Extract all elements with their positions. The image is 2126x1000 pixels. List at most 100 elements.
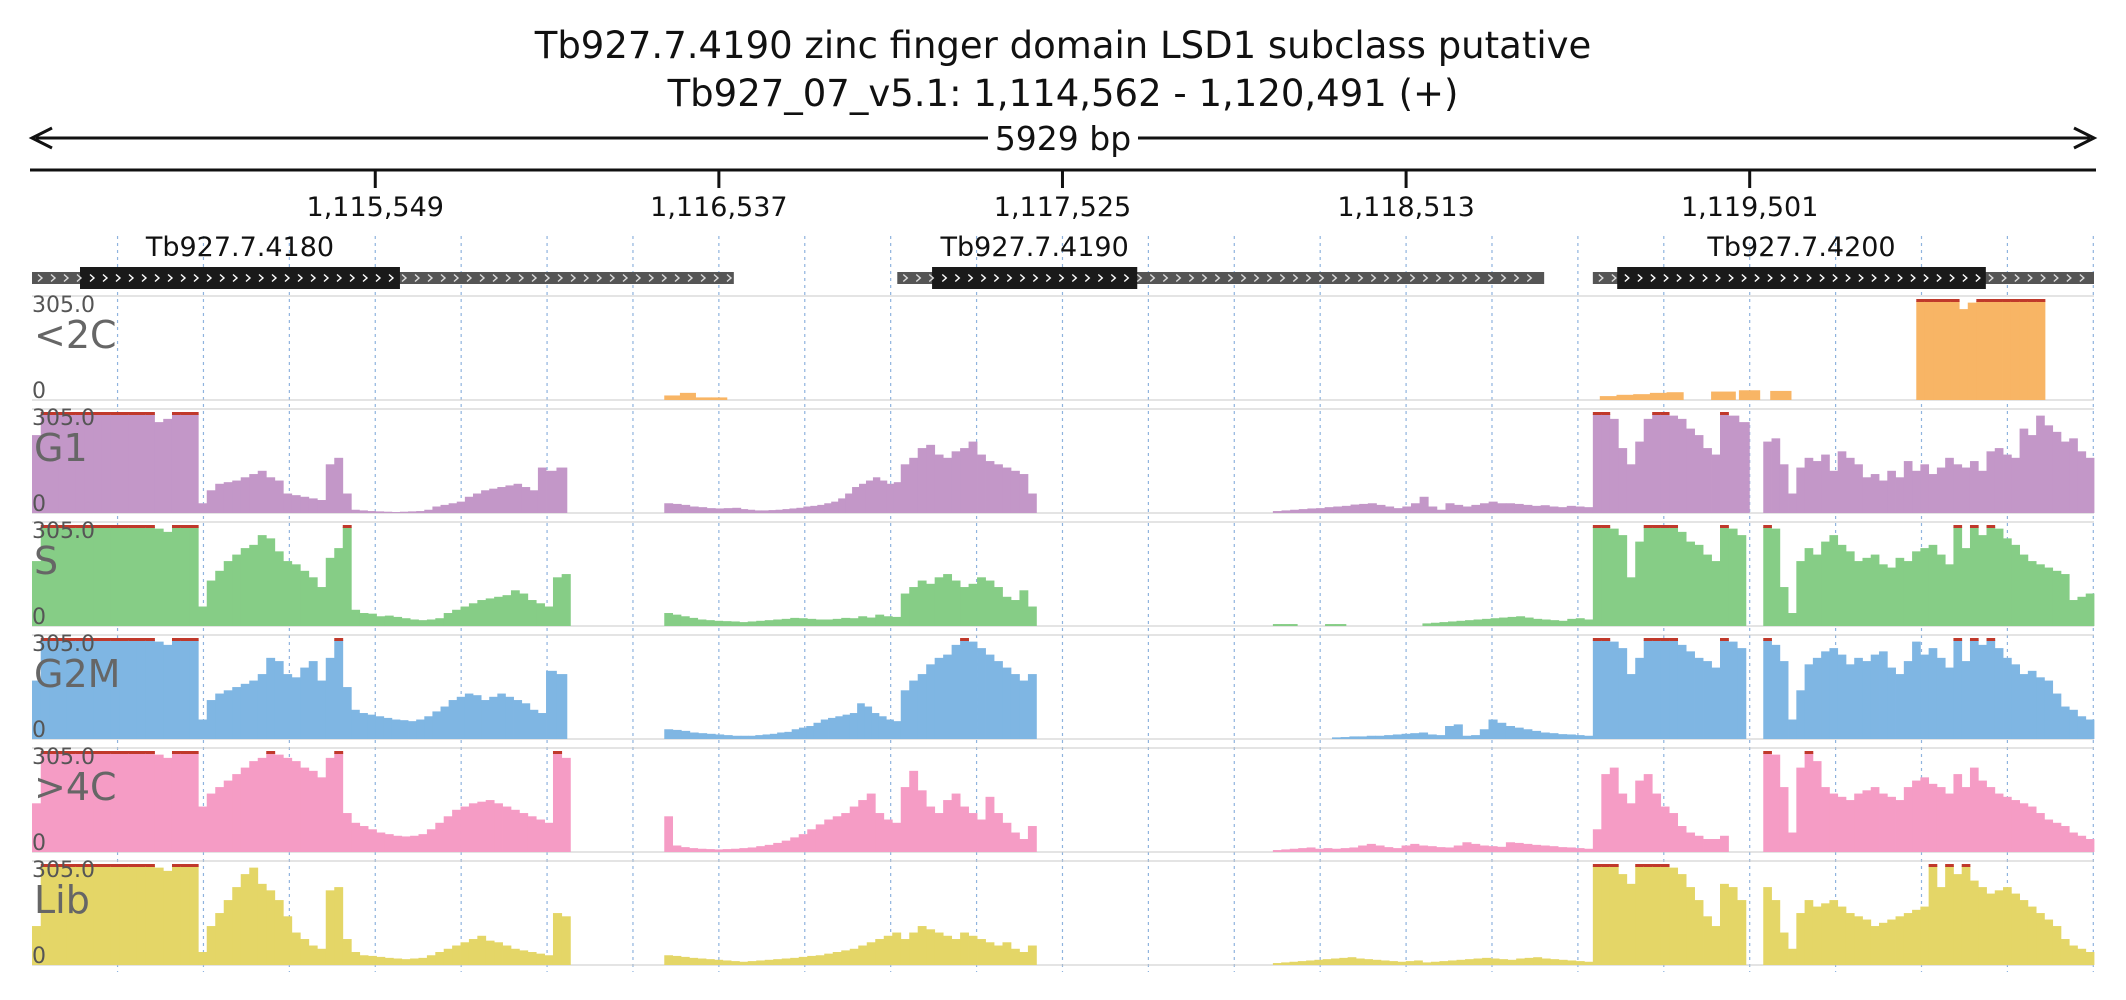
clip-marker bbox=[1635, 864, 1645, 867]
strand-chevron bbox=[1123, 273, 1130, 283]
coverage-bar bbox=[391, 512, 401, 513]
coverage-bar bbox=[1272, 963, 1282, 965]
coverage-bar bbox=[1418, 732, 1429, 739]
coverage-bar bbox=[128, 753, 138, 852]
coverage-bar bbox=[300, 767, 310, 852]
coverage-bar bbox=[1978, 887, 1987, 965]
coverage-track: 305.0 0 >4C bbox=[32, 745, 2095, 856]
strand-chevron bbox=[2040, 273, 2046, 283]
coverage-bar bbox=[960, 448, 969, 513]
strand-chevron bbox=[1897, 273, 1903, 283]
coverage-bar bbox=[334, 887, 344, 965]
coverage-bar bbox=[1436, 735, 1446, 739]
coverage-bar bbox=[1027, 945, 1037, 965]
clip-marker bbox=[49, 864, 59, 867]
coverage-bar bbox=[1887, 796, 1896, 852]
coverage-bar bbox=[1738, 422, 1750, 513]
coverage-bar bbox=[1323, 848, 1333, 852]
coverage-bar bbox=[748, 735, 756, 739]
coverage-bar bbox=[1779, 932, 1789, 965]
coverage-bar bbox=[2036, 564, 2045, 626]
coverage-bar bbox=[747, 509, 756, 513]
coverage-bar bbox=[1298, 848, 1308, 852]
coverage-bar bbox=[883, 819, 893, 852]
coverage-bar bbox=[1870, 474, 1880, 513]
coverage-bar bbox=[2044, 567, 2054, 626]
coverage-bar bbox=[813, 722, 822, 739]
coverage-bar bbox=[1887, 919, 1896, 965]
coverage-bar bbox=[1316, 508, 1326, 513]
coverage-bar bbox=[754, 510, 763, 513]
coverage-bar bbox=[351, 952, 361, 965]
coverage-bar bbox=[900, 593, 910, 626]
coverage-bar bbox=[1912, 551, 1921, 626]
strand-chevron bbox=[492, 273, 499, 283]
coverage-bar bbox=[1862, 790, 1872, 852]
coverage-bar bbox=[1912, 470, 1921, 513]
clip-marker bbox=[49, 412, 59, 415]
strand-chevron bbox=[336, 273, 343, 283]
clip-marker bbox=[58, 525, 68, 528]
clip-marker bbox=[101, 638, 112, 641]
coverage-bar bbox=[206, 490, 216, 513]
clip-marker bbox=[136, 751, 147, 754]
coverage-bar bbox=[2077, 716, 2087, 739]
strand-chevron bbox=[967, 273, 974, 283]
coverage-bar bbox=[1677, 826, 1687, 852]
coverage-bar bbox=[917, 448, 927, 513]
coverage-bar bbox=[968, 935, 978, 965]
strand-chevron bbox=[1988, 273, 1994, 283]
coverage-bar bbox=[2036, 813, 2045, 852]
coverage-bar bbox=[892, 932, 902, 965]
coverage-bar bbox=[1854, 916, 1863, 965]
coverage-bar bbox=[773, 619, 783, 626]
coverage-bar bbox=[1994, 648, 2004, 739]
track-name: <2C bbox=[34, 313, 117, 357]
coverage-bar bbox=[128, 866, 138, 965]
coverage-bar bbox=[1737, 900, 1747, 965]
coverage-bar bbox=[798, 727, 807, 739]
coverage-bar bbox=[308, 770, 318, 852]
coverage-bar bbox=[1549, 506, 1559, 513]
coverage-bar bbox=[810, 505, 818, 513]
coverage-bar bbox=[249, 680, 259, 739]
coverage-bar bbox=[1393, 508, 1403, 513]
coverage-bar bbox=[452, 809, 461, 852]
gene-label: Tb927.7.4190 bbox=[940, 232, 1129, 263]
coverage-bar bbox=[1986, 893, 1996, 965]
coverage-bar bbox=[435, 952, 445, 965]
coverage-bar bbox=[536, 603, 545, 626]
clip-marker bbox=[1652, 864, 1662, 867]
coverage-bar bbox=[714, 620, 724, 626]
coverage-bar bbox=[1862, 661, 1872, 739]
coverage-bar bbox=[383, 511, 393, 513]
coverage-bar bbox=[1592, 829, 1602, 852]
coverage-bar bbox=[2036, 677, 2045, 739]
coverage-bar bbox=[1349, 847, 1359, 852]
coverage-bar bbox=[715, 734, 725, 739]
coverage-bar bbox=[1895, 800, 1905, 852]
strand-chevron bbox=[1806, 273, 1812, 283]
coverage-tracks: 305.00<2C305.00G1305.00S305.00G2M305.00>… bbox=[32, 293, 2095, 969]
coverage-bar bbox=[249, 474, 259, 513]
coverage-bar bbox=[1575, 848, 1585, 852]
coverage-bar bbox=[1845, 457, 1855, 513]
coverage-bar bbox=[909, 770, 919, 852]
coverage-bar bbox=[985, 942, 995, 965]
clip-marker bbox=[84, 864, 94, 867]
coverage-bar bbox=[145, 640, 155, 739]
coverage-bar bbox=[994, 945, 1003, 965]
coverage-bar bbox=[416, 511, 425, 513]
clip-marker bbox=[58, 751, 68, 754]
x-ticks: 1,115,549 1,116,537 1,117,525 1,118,513 1,11… bbox=[307, 170, 1818, 223]
coverage-bar bbox=[714, 849, 724, 852]
gene-feature: Tb927.7.4200 bbox=[1592, 232, 2094, 289]
coverage-bar bbox=[1010, 948, 1020, 965]
clip-marker bbox=[49, 525, 59, 528]
track-name: Lib bbox=[34, 878, 90, 922]
coverage-bar bbox=[698, 733, 708, 739]
strand-chevron bbox=[700, 273, 707, 283]
coverage-bar bbox=[472, 493, 482, 513]
figure-title: Tb927.7.4190 zinc finger domain LSD1 sub… bbox=[534, 24, 1592, 67]
coverage-bar bbox=[1325, 624, 1336, 626]
